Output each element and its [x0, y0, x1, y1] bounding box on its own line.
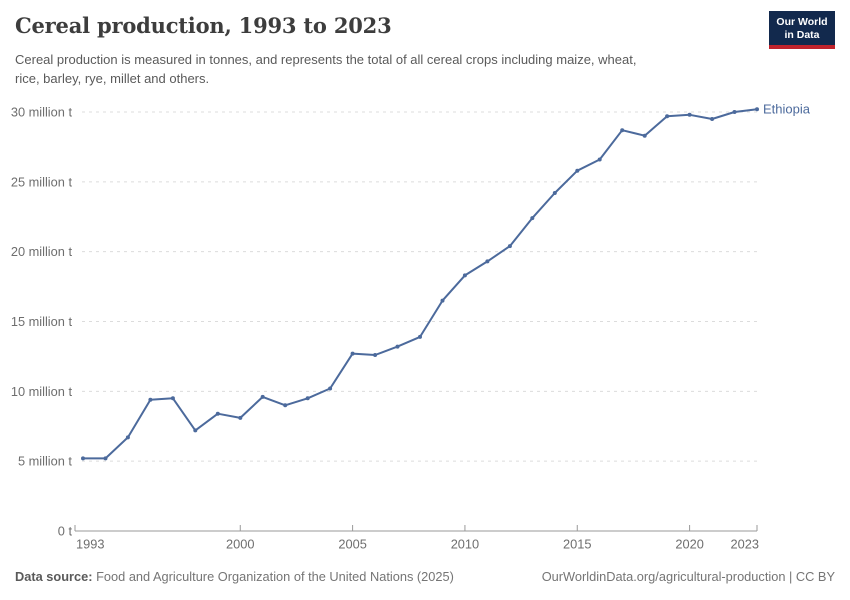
data-point[interactable]: [418, 334, 422, 339]
data-point[interactable]: [755, 107, 759, 112]
x-axis-tick-label: 1993: [76, 537, 104, 552]
data-point[interactable]: [350, 351, 355, 356]
data-point[interactable]: [485, 259, 490, 264]
footer-link[interactable]: OurWorldinData.org/agricultural-producti…: [541, 569, 786, 584]
data-point[interactable]: [552, 191, 557, 195]
data-point[interactable]: [687, 112, 692, 117]
subtitle-line-1: Cereal production is measured in tonnes,…: [15, 52, 637, 67]
data-source: Data source: Food and Agriculture Organi…: [15, 569, 454, 584]
y-axis-tick-label: 0 t: [58, 524, 73, 539]
data-point[interactable]: [148, 397, 153, 402]
data-point[interactable]: [710, 117, 715, 121]
series-label-ethiopia[interactable]: Ethiopia: [763, 102, 811, 117]
y-axis-tick-label: 15 million t: [11, 314, 73, 329]
x-axis-tick-label: 2010: [451, 537, 479, 552]
y-axis-tick-label: 20 million t: [11, 244, 73, 259]
data-point[interactable]: [597, 157, 602, 162]
chart-subtitle: Cereal production is measured in tonnes,…: [15, 51, 636, 88]
data-point[interactable]: [575, 168, 580, 173]
data-source-label: Data source:: [15, 569, 93, 584]
data-point[interactable]: [395, 344, 400, 349]
data-point[interactable]: [530, 216, 535, 221]
footer-credits: OurWorldinData.org/agricultural-producti…: [542, 569, 835, 584]
data-point[interactable]: [507, 244, 512, 249]
page-title: Cereal production, 1993 to 2023: [15, 13, 392, 38]
y-axis-tick-label: 5 million t: [18, 454, 72, 469]
data-point[interactable]: [238, 415, 243, 420]
data-point[interactable]: [215, 411, 220, 416]
owid-logo-line-2: in Data: [784, 28, 820, 41]
data-point[interactable]: [283, 403, 288, 408]
data-point[interactable]: [170, 396, 175, 401]
data-point[interactable]: [620, 128, 625, 133]
data-source-text: Food and Agriculture Organization of the…: [96, 569, 454, 584]
footer-separator: |: [785, 569, 796, 584]
data-point[interactable]: [305, 396, 310, 401]
footer-license[interactable]: CC BY: [795, 569, 835, 584]
x-axis-tick-label: 2000: [226, 537, 254, 552]
owid-logo[interactable]: Our World in Data: [769, 11, 835, 49]
data-line-ethiopia[interactable]: [82, 108, 758, 460]
x-axis-tick-label: 2005: [338, 537, 366, 552]
data-point[interactable]: [373, 353, 378, 357]
data-point[interactable]: [103, 456, 108, 461]
data-point[interactable]: [193, 428, 198, 433]
data-point[interactable]: [732, 110, 737, 114]
x-axis-tick-label: 2015: [563, 537, 591, 552]
data-point[interactable]: [81, 456, 85, 461]
data-point[interactable]: [665, 114, 670, 119]
x-axis-tick-label: 2020: [675, 537, 703, 552]
data-point[interactable]: [440, 298, 445, 303]
x-axis-tick-label: 2023: [731, 537, 759, 552]
y-axis-tick-label: 10 million t: [11, 384, 73, 399]
data-point[interactable]: [328, 386, 333, 391]
subtitle-line-2: rice, barley, rye, millet and others.: [15, 70, 210, 86]
data-point[interactable]: [125, 435, 130, 440]
data-point[interactable]: [260, 394, 265, 399]
data-point[interactable]: [462, 273, 467, 278]
y-axis-tick-label: 30 million t: [11, 105, 73, 120]
data-point[interactable]: [642, 133, 647, 138]
y-axis-tick-label: 25 million t: [11, 174, 73, 189]
chart-footer: Data source: Food and Agriculture Organi…: [15, 569, 835, 584]
owid-logo-line-1: Our World: [776, 16, 828, 28]
